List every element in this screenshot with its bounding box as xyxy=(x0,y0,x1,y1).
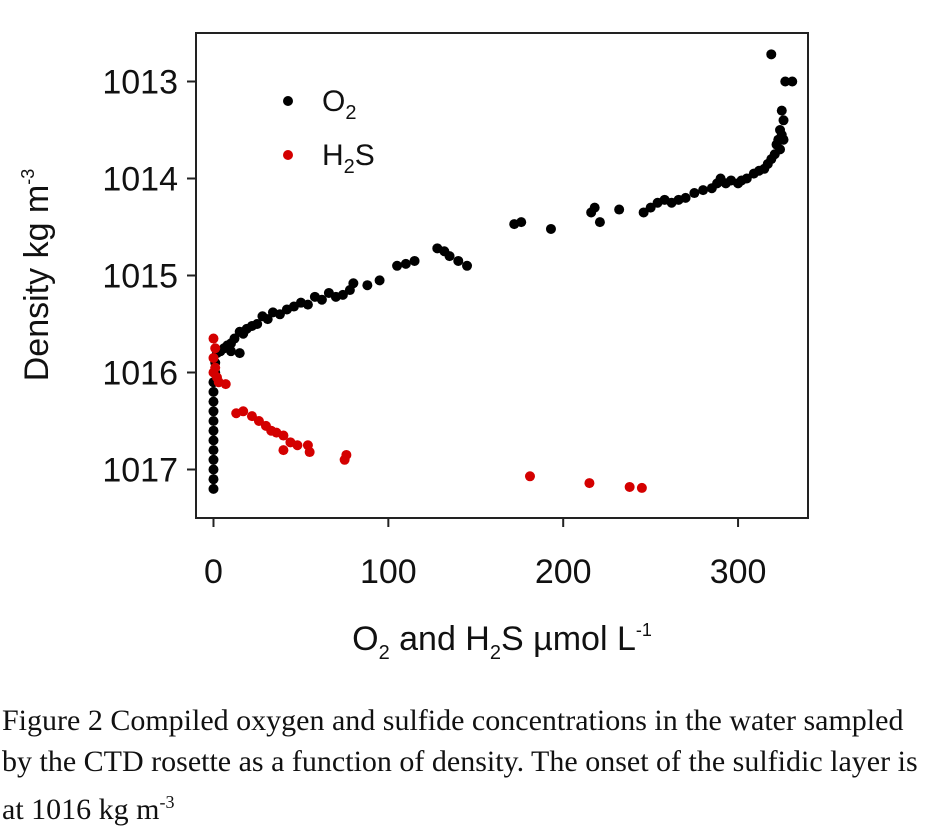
o2-point xyxy=(208,406,219,417)
h2s-point xyxy=(208,352,219,363)
h2s-point xyxy=(253,416,264,426)
o2-point xyxy=(281,304,292,315)
data-points xyxy=(208,49,798,494)
o2-point xyxy=(234,326,245,337)
h2s-point xyxy=(220,379,231,390)
h2s-point xyxy=(292,440,303,451)
o2-point xyxy=(787,76,798,87)
o2-point xyxy=(208,396,219,407)
o2-point xyxy=(392,260,403,271)
o2-point xyxy=(706,183,717,194)
o2-point xyxy=(225,346,236,357)
chart: 0 100 200 300 1013 1014 1015 1016 1017 O2 H2S O… xyxy=(18,32,809,664)
o2-point xyxy=(652,197,663,208)
o2-point xyxy=(208,474,219,485)
o2-point xyxy=(344,285,355,296)
o2-point xyxy=(453,255,464,266)
o2-point xyxy=(614,204,625,215)
o2-point xyxy=(645,202,656,213)
o2-point xyxy=(374,275,385,286)
y-tick-label: 1017 xyxy=(102,452,178,490)
h2s-point xyxy=(208,333,219,344)
h2s-point xyxy=(238,406,249,417)
legend-marker-o2 xyxy=(283,96,293,106)
o2-point xyxy=(698,185,709,196)
h2s-point xyxy=(304,447,315,458)
caption-text: Figure 2 Compiled oxygen and sulfide con… xyxy=(2,704,918,826)
x-axis-ticks: 0 100 200 300 xyxy=(204,518,766,591)
x-tick-label: 100 xyxy=(360,553,417,591)
h2s-point xyxy=(278,430,289,441)
o2-point xyxy=(208,483,219,494)
o2-point xyxy=(778,115,789,126)
legend: O2 H2S xyxy=(283,85,375,178)
o2-point xyxy=(257,311,268,322)
o2-point xyxy=(545,223,556,234)
h2s-point xyxy=(584,478,595,489)
o2-point xyxy=(362,280,373,291)
o2-point xyxy=(432,243,443,254)
x-axis-label: O2 and H2S µmol L-1 xyxy=(352,620,652,664)
o2-point xyxy=(234,348,245,359)
h2s-point xyxy=(278,445,289,456)
y-tick-label: 1013 xyxy=(102,64,178,102)
o2-point xyxy=(462,260,473,271)
o2-point xyxy=(208,454,219,465)
y-tick-label: 1014 xyxy=(102,161,178,199)
h2s-point xyxy=(624,481,635,492)
o2-point xyxy=(208,445,219,456)
o2-point xyxy=(309,291,320,302)
legend-label-o2: O2 xyxy=(322,85,356,124)
h2s-point xyxy=(210,343,221,354)
o2-point xyxy=(208,435,219,446)
figure-caption: Figure 2 Compiled oxygen and sulfide con… xyxy=(2,700,938,830)
o2-point xyxy=(323,287,334,298)
o2-point xyxy=(400,258,411,269)
h2s-point xyxy=(339,454,350,465)
o2-point xyxy=(409,255,420,266)
o2-point xyxy=(748,168,759,179)
o2-point xyxy=(766,49,777,60)
o2-point xyxy=(776,105,787,116)
x-tick-label: 300 xyxy=(710,553,767,591)
h2s-point xyxy=(636,482,647,493)
o2-point xyxy=(208,386,219,397)
o2-point xyxy=(586,207,597,218)
o2-point xyxy=(638,207,649,218)
y-axis-ticks: 1013 1014 1015 1016 1017 xyxy=(102,64,196,490)
o2-point xyxy=(516,217,527,228)
o2-point xyxy=(778,134,789,145)
legend-label-h2s: H2S xyxy=(322,139,375,178)
y-tick-label: 1016 xyxy=(102,355,178,393)
x-tick-label: 0 xyxy=(204,553,223,591)
o2-point xyxy=(594,217,605,228)
h2s-point xyxy=(246,411,257,422)
caption-superscript: -3 xyxy=(159,792,175,812)
o2-point xyxy=(689,188,700,199)
o2-point xyxy=(208,425,219,436)
y-tick-label: 1015 xyxy=(102,258,178,296)
y-axis-label: Density kg m-3 xyxy=(18,169,56,382)
o2-point xyxy=(780,76,791,87)
legend-marker-h2s xyxy=(283,150,293,160)
o2-point xyxy=(208,416,219,426)
x-tick-label: 200 xyxy=(535,553,592,591)
o2-point xyxy=(208,464,219,475)
o2-point xyxy=(267,307,278,318)
h2s-point xyxy=(524,471,535,482)
